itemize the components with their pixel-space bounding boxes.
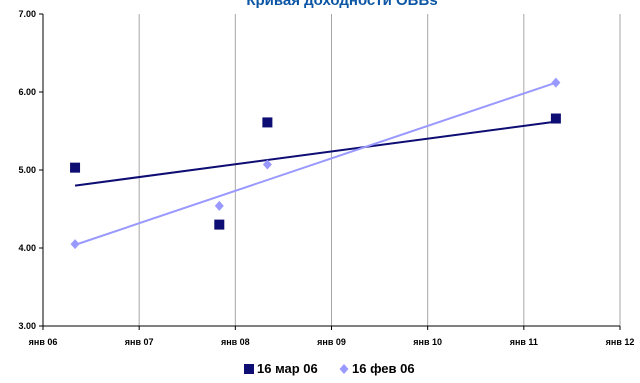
trendlines	[74, 81, 557, 246]
legend-label-series-1: 16 мар 06	[257, 361, 318, 376]
trendline-series-1	[74, 120, 557, 187]
legend-marker-series-1	[244, 364, 254, 374]
data-point-square-series-1	[262, 117, 273, 128]
grid	[138, 14, 621, 326]
legend-marker-series-2	[339, 364, 349, 374]
x-tick-label: янв 09	[317, 337, 346, 347]
data-point-square-series-1	[550, 113, 561, 124]
data-point-square-series-1	[214, 219, 225, 230]
y-tick-label: 7.00	[18, 9, 36, 19]
x-tick-label: янв 07	[125, 337, 154, 347]
x-tick-label: янв 06	[29, 337, 58, 347]
x-tick-label: янв 10	[413, 337, 442, 347]
trendline-series-2	[74, 81, 557, 246]
data-point-diamond-series-2	[551, 77, 561, 88]
data-point-diamond-series-2	[262, 159, 272, 170]
axes: янв 06 янв 07 янв 08 янв 09 янв 10 янв 11 янв …	[18, 9, 634, 347]
legend: 16 мар 06 16 фев 06	[244, 361, 415, 376]
x-tick-label: янв 12	[606, 337, 635, 347]
y-tick-label: 6.00	[18, 87, 36, 97]
x-tick-label: янв 11	[510, 337, 538, 347]
y-tick-label: 3.00	[18, 321, 36, 331]
chart-title: Кривая доходности OBBs	[246, 0, 437, 9]
y-tick-label: 5.00	[18, 165, 36, 175]
markers	[70, 77, 561, 250]
data-point-diamond-series-2	[214, 200, 224, 211]
data-point-diamond-series-2	[70, 239, 80, 250]
legend-label-series-2: 16 фев 06	[352, 361, 415, 376]
x-tick-label: янв 08	[221, 337, 250, 347]
y-tick-label: 4.00	[18, 243, 36, 253]
data-point-square-series-1	[70, 162, 81, 173]
